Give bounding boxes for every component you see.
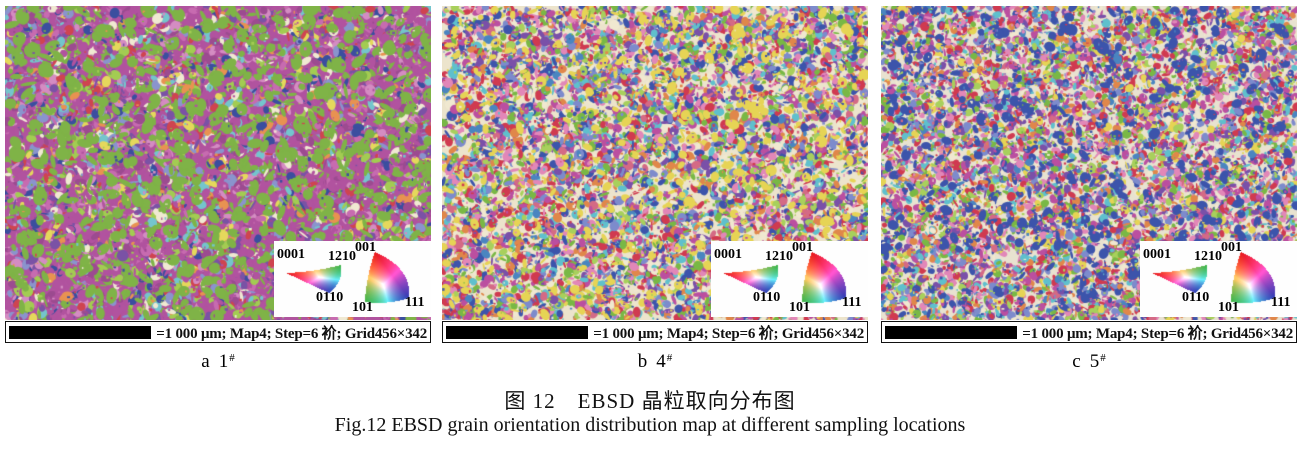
ipf-label-101: 101 <box>789 300 810 315</box>
panel-letter: c <box>1072 351 1081 372</box>
panel-b: 0001 1210 0110 001 101 111 =1 000 μm; Ma… <box>442 6 868 343</box>
sample-number-suffix: # <box>1100 352 1106 364</box>
panel-c: 0001 1210 0110 001 101 111 =1 000 μm; Ma… <box>881 6 1297 343</box>
ipf-label-111: 111 <box>1271 295 1291 310</box>
scale-bar-b: =1 000 μm; Map4; Step=6 衸; Grid456×342 <box>442 321 868 343</box>
panel-letter: a <box>201 351 210 372</box>
cubic-ipf-triangle <box>799 250 851 306</box>
ipf-label-101: 101 <box>352 300 373 315</box>
ebsd-map-b: 0001 1210 0110 001 101 111 <box>442 6 868 320</box>
hex-ipf-triangle <box>284 264 344 294</box>
sample-number-suffix: # <box>666 352 673 364</box>
sample-number-suffix: # <box>229 352 235 364</box>
figure-caption-en: Fig.12 EBSD grain orientation distributi… <box>334 414 966 436</box>
scale-bar-c: =1 000 μm; Map4; Step=6 衸; Grid456×342 <box>881 321 1297 343</box>
ipf-label-0001: 0001 <box>714 247 742 262</box>
ipf-label-1210: 1210 <box>765 249 793 264</box>
scale-bar-text: =1 000 μm; Map4; Step=6 衸; Grid456×342 <box>156 325 427 342</box>
ipf-legend-c: 0001 1210 0110 001 101 111 <box>1140 241 1297 317</box>
ipf-label-111: 111 <box>405 295 425 310</box>
ipf-label-111: 111 <box>842 295 862 310</box>
panel-label-b: b 4# <box>442 351 868 373</box>
ipf-label-0110: 0110 <box>316 290 344 305</box>
sample-number: 4 <box>656 351 666 372</box>
ebsd-map-a: 0001 1210 0110 001 101 111 <box>5 6 431 320</box>
panel-label-a: a 1# <box>5 351 431 373</box>
ipf-legend-a: 0001 1210 0110 001 101 111 <box>274 241 431 317</box>
ipf-legend-b: 0001 1210 0110 001 101 111 <box>711 241 868 317</box>
ipf-label-1210: 1210 <box>1194 249 1222 264</box>
sample-number: 5 <box>1089 351 1100 372</box>
cubic-ipf-triangle <box>1228 250 1280 306</box>
hex-ipf-triangle <box>721 264 781 294</box>
scale-bar-rule <box>885 325 1018 339</box>
ipf-label-101: 101 <box>1218 300 1239 315</box>
scale-bar-a: =1 000 μm; Map4; Step=6 衸; Grid456×342 <box>5 321 431 343</box>
scale-bar-text: =1 000 μm; Map4; Step=6 衸; Grid456×342 <box>1022 325 1293 342</box>
sample-number: 1 <box>218 351 229 372</box>
figure-caption-zh: 图 12 EBSD 晶粒取向分布图 <box>504 389 796 413</box>
scale-bar-text: =1 000 μm; Map4; Step=6 衸; Grid456×342 <box>593 325 864 342</box>
panel-label-c: c 5# <box>881 351 1297 373</box>
ipf-label-0001: 0001 <box>277 247 305 262</box>
cubic-ipf-triangle <box>362 250 414 306</box>
panel-letter: b <box>637 351 648 372</box>
ipf-label-0110: 0110 <box>753 290 781 305</box>
ipf-label-1210: 1210 <box>328 249 356 264</box>
scale-bar-rule <box>446 325 589 339</box>
ipf-label-0110: 0110 <box>1182 290 1210 305</box>
scale-bar-rule <box>9 325 152 339</box>
ebsd-map-c: 0001 1210 0110 001 101 111 <box>881 6 1297 320</box>
panel-a: 0001 1210 0110 001 101 111 =1 000 μm; Ma… <box>5 6 431 343</box>
ipf-label-0001: 0001 <box>1143 247 1171 262</box>
hex-ipf-triangle <box>1150 264 1210 294</box>
